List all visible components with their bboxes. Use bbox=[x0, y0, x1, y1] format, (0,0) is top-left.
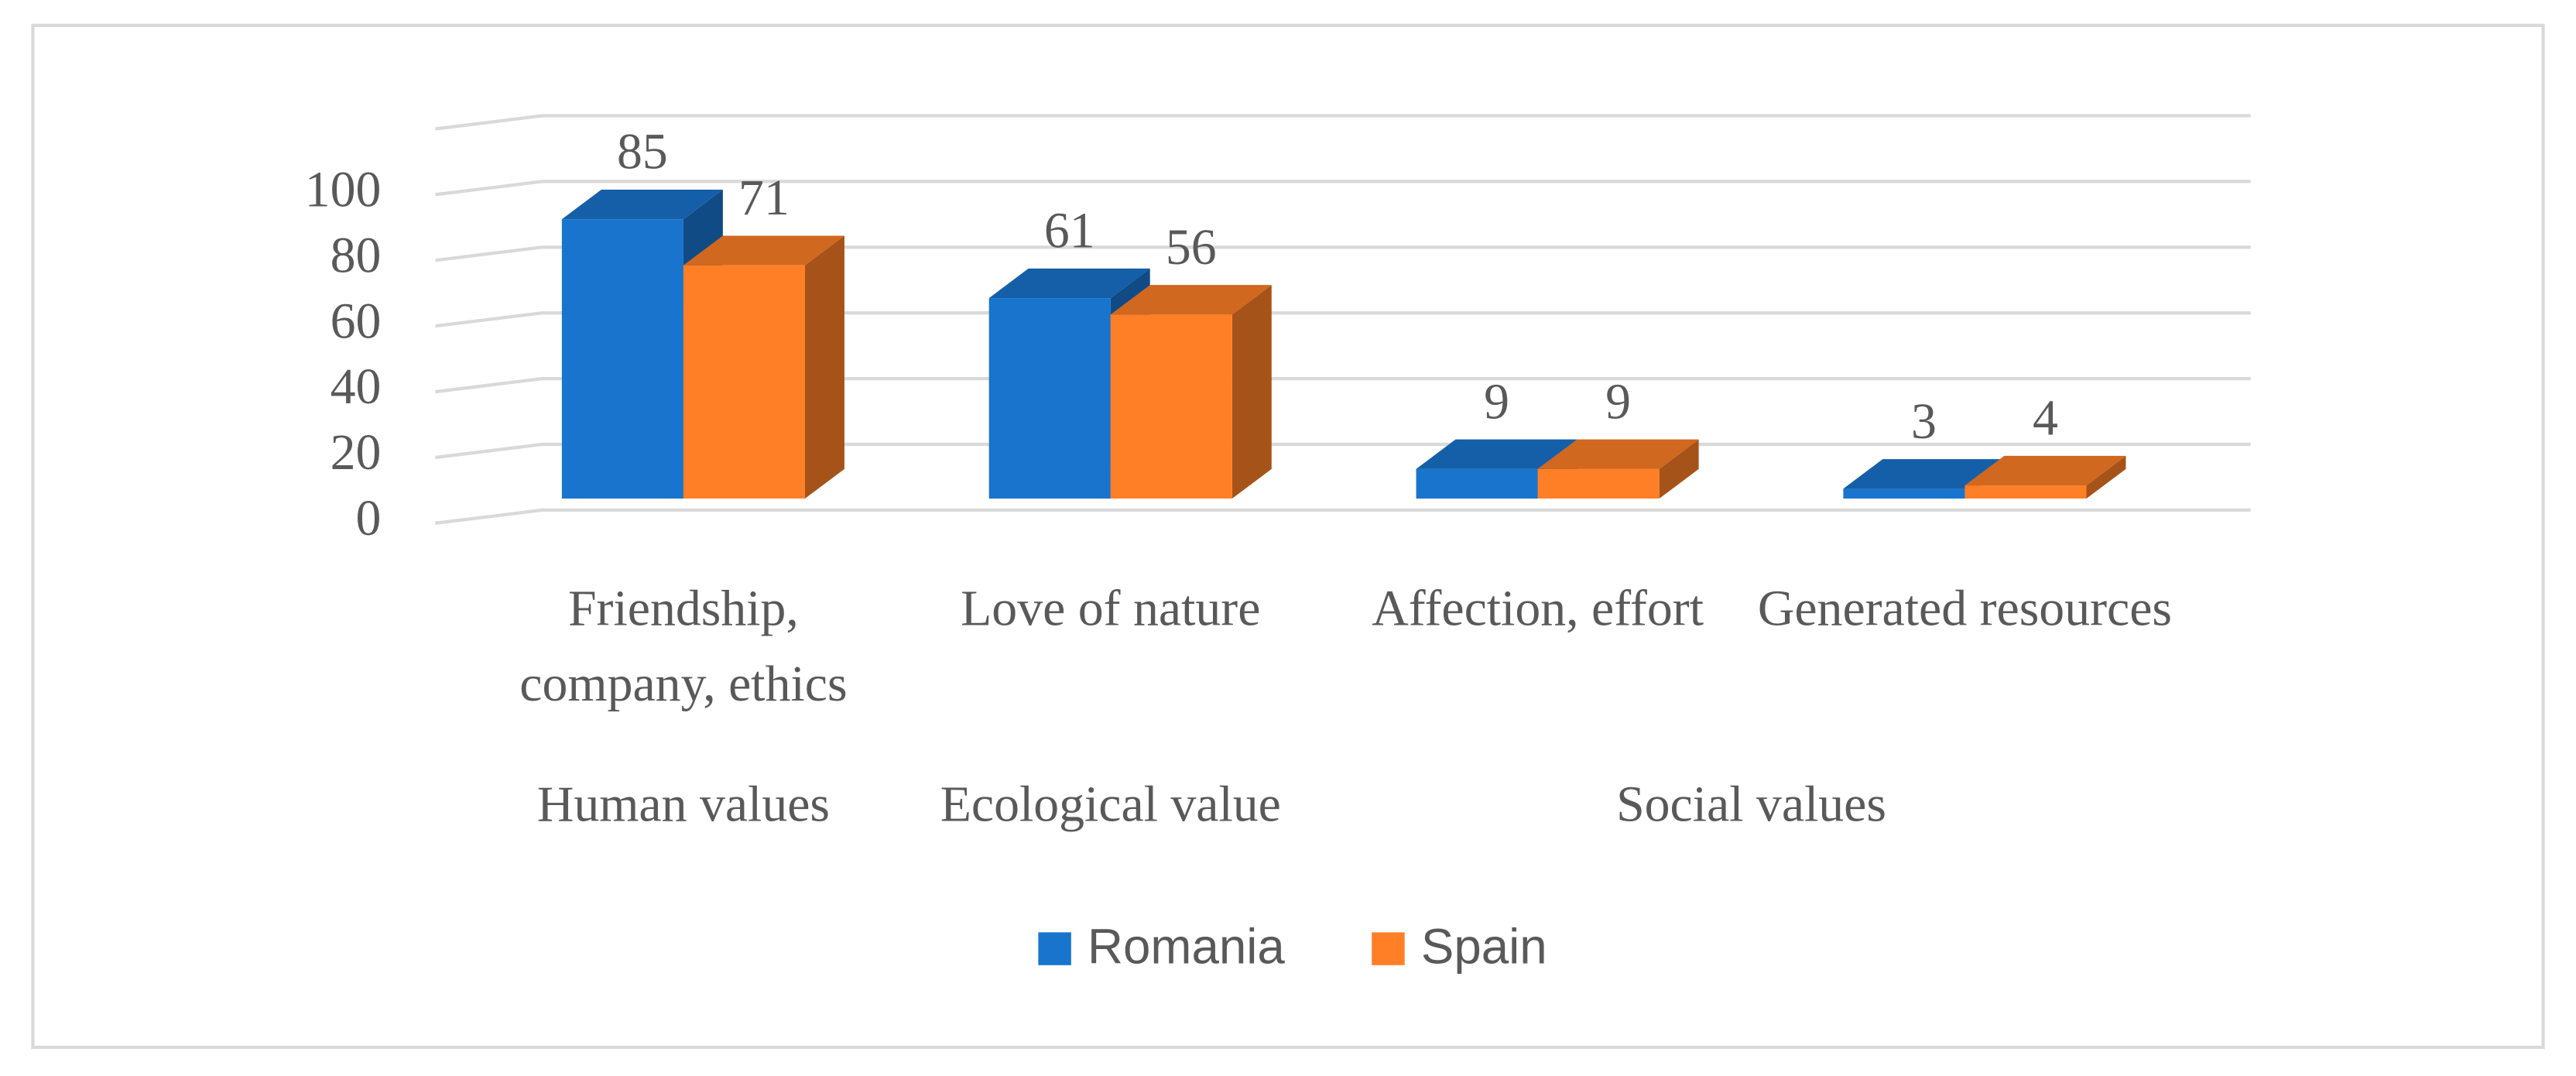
category-label-box: Friendship, company, ethics bbox=[519, 579, 848, 712]
bar-side bbox=[1659, 439, 1699, 499]
bar-top bbox=[1843, 459, 2005, 489]
grid-line bbox=[435, 180, 2251, 197]
y-tick-label: 80 bbox=[331, 227, 382, 283]
data-label: 61 bbox=[1044, 203, 1095, 259]
y-tick-label: 40 bbox=[331, 358, 382, 415]
bar bbox=[1110, 314, 1232, 499]
category-label-box: Generated resources bbox=[1757, 579, 2173, 637]
bar-top bbox=[1965, 455, 2126, 486]
x-tick-label: Friendship, company, ethics bbox=[519, 579, 848, 712]
bar bbox=[561, 219, 683, 499]
data-label: 3 bbox=[1911, 393, 1937, 450]
bar bbox=[1965, 485, 2087, 499]
y-tick-label: 0 bbox=[356, 490, 382, 547]
x-tick-label: Generated resources bbox=[1757, 579, 2173, 637]
grid-line bbox=[435, 245, 2251, 262]
bar bbox=[1537, 468, 1660, 499]
bar-side bbox=[2086, 455, 2126, 499]
grid-line bbox=[435, 311, 2251, 328]
legend-swatch bbox=[1372, 932, 1405, 965]
x-tick-label: Love of nature bbox=[961, 579, 1261, 637]
bar-top bbox=[561, 190, 723, 220]
y-tick-label: 20 bbox=[331, 424, 382, 481]
category-label-box: Affection, effort bbox=[1372, 579, 1704, 637]
legend-label: Spain bbox=[1421, 920, 1547, 975]
bar-top bbox=[683, 235, 844, 266]
bar-top bbox=[1416, 439, 1577, 469]
grid-line bbox=[435, 114, 2251, 131]
chart-border bbox=[31, 23, 2545, 1050]
data-label: 4 bbox=[2033, 390, 2058, 447]
data-label: 9 bbox=[1605, 373, 1631, 430]
bar-side bbox=[1231, 285, 1272, 499]
legend-label: Romania bbox=[1088, 920, 1285, 975]
bar-side bbox=[805, 235, 844, 499]
group-label: Social values bbox=[1616, 776, 1886, 832]
data-label: 56 bbox=[1166, 219, 1217, 276]
grid-line bbox=[435, 377, 2251, 394]
grid-line bbox=[435, 508, 2251, 526]
bar-top bbox=[1537, 439, 1699, 469]
x-tick-label: Affection, effort bbox=[1372, 579, 1704, 637]
bar-top bbox=[988, 268, 1150, 299]
data-label: 85 bbox=[617, 124, 668, 180]
y-tick-label: 100 bbox=[305, 162, 382, 218]
bar bbox=[1416, 468, 1538, 499]
group-label: Human values bbox=[537, 776, 830, 832]
bar bbox=[988, 298, 1111, 499]
y-tick-label: 60 bbox=[331, 293, 382, 349]
bar bbox=[683, 265, 805, 499]
group-label: Ecological value bbox=[940, 776, 1281, 832]
category-label-box: Love of nature bbox=[961, 579, 1261, 637]
data-label: 9 bbox=[1484, 373, 1509, 430]
legend-swatch bbox=[1038, 932, 1071, 965]
data-label: 71 bbox=[738, 170, 790, 226]
bar-top bbox=[1110, 285, 1272, 315]
bar bbox=[1843, 488, 1965, 499]
